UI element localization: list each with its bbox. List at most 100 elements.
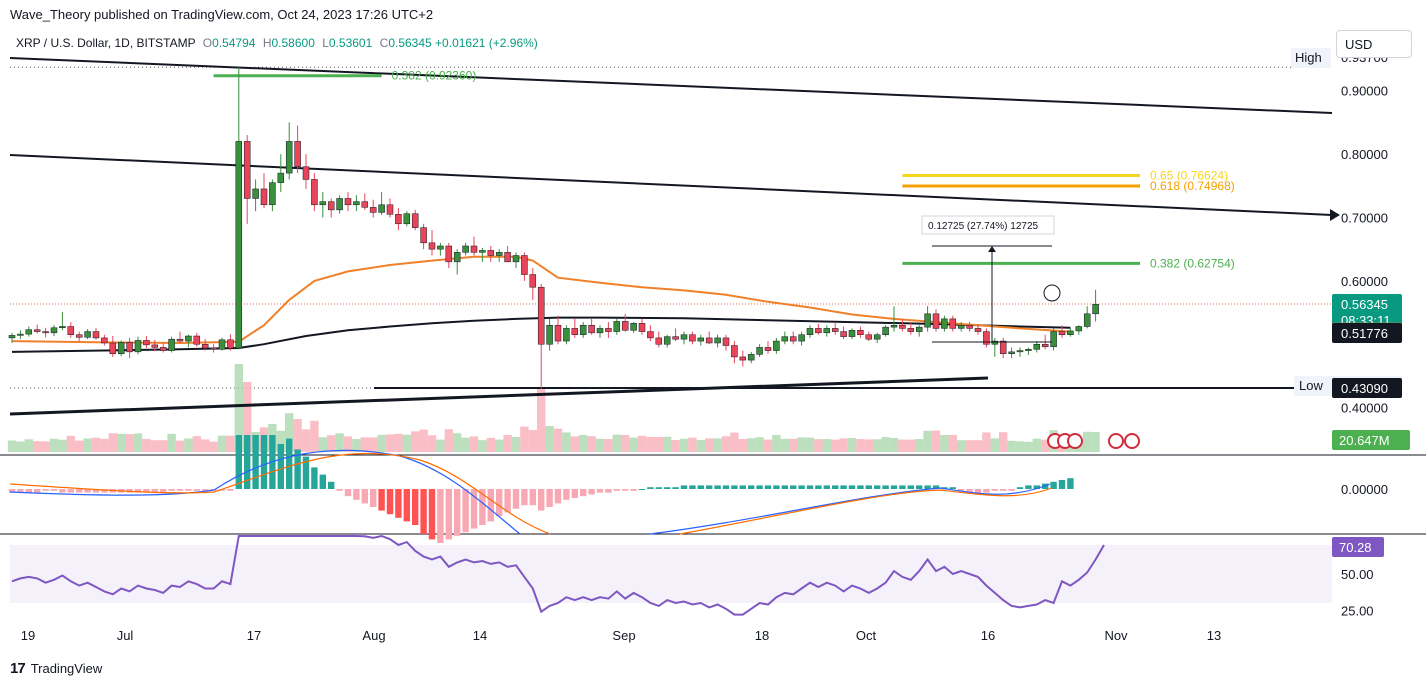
macd-histogram-bar xyxy=(983,489,990,493)
candle-body xyxy=(563,328,570,342)
macd-histogram-bar xyxy=(865,485,872,489)
macd-histogram-bar xyxy=(319,474,326,489)
candle-body xyxy=(521,255,528,275)
time-tick-label: 17 xyxy=(247,628,261,643)
candle-body xyxy=(605,328,612,332)
rising-support-trendline xyxy=(9,376,989,416)
volume-bar xyxy=(923,430,932,452)
volume-bar xyxy=(763,439,773,452)
macd-histogram-bar xyxy=(546,489,553,507)
volume-bar xyxy=(1015,441,1025,452)
volume-bar xyxy=(133,433,143,452)
macd-histogram-bar xyxy=(353,489,360,500)
candle-body xyxy=(185,335,192,342)
measure-arrow-icon xyxy=(988,246,996,252)
macd-histogram-bar xyxy=(630,489,637,491)
macd-histogram-bar xyxy=(1000,489,1007,491)
volume-bar xyxy=(125,434,134,452)
volume-bar xyxy=(117,433,126,452)
macd-histogram-bar xyxy=(538,489,545,511)
candle-body xyxy=(462,245,469,253)
candle-body xyxy=(84,331,91,338)
candle-body xyxy=(1016,350,1024,353)
candle-body xyxy=(764,347,772,351)
volume-bar xyxy=(243,382,252,452)
macd-histogram-bar xyxy=(882,485,889,489)
volume-bar xyxy=(33,441,42,452)
volume-bar xyxy=(889,438,899,452)
volume-bar xyxy=(999,432,1008,452)
macd-histogram-bar xyxy=(34,489,41,493)
volume-bar xyxy=(427,435,437,452)
candle-body xyxy=(101,337,108,344)
rsi-current-box xyxy=(1332,537,1384,557)
candle-body xyxy=(218,339,226,350)
macd-histogram-bar xyxy=(328,481,335,489)
volume-bar xyxy=(906,439,915,452)
high-value: 0.58600 xyxy=(271,36,315,50)
macd-zero-label: 0.00000 xyxy=(1341,482,1388,497)
volume-bar xyxy=(16,441,25,452)
candle-body xyxy=(798,334,805,342)
candle-body xyxy=(504,252,511,263)
candle-body xyxy=(924,313,931,328)
volume-bar xyxy=(688,437,697,452)
macd-histogram-bar xyxy=(748,485,755,489)
macd-histogram-bar xyxy=(647,487,654,489)
candle-body xyxy=(1041,343,1049,348)
volume-bar xyxy=(780,438,789,452)
macd-histogram-bar xyxy=(731,485,738,489)
candle-body xyxy=(411,213,419,228)
macd-histogram-bar xyxy=(664,487,671,489)
macd-histogram-bar xyxy=(991,489,998,491)
volume-bar xyxy=(58,439,67,452)
middle-channel-trendline xyxy=(9,154,1333,216)
volume-bar xyxy=(679,438,689,452)
volume-bar xyxy=(1032,438,1041,452)
candle-body xyxy=(579,324,587,335)
volume-bar xyxy=(948,435,957,452)
volume-bar xyxy=(108,433,117,452)
candle-body xyxy=(823,328,831,334)
macd-histogram-bar xyxy=(92,489,100,493)
macd-histogram-bar xyxy=(890,485,898,489)
macd-histogram-bar xyxy=(899,485,906,489)
volume-bar xyxy=(881,437,890,452)
volume-bar xyxy=(167,433,176,452)
candle-body xyxy=(554,324,562,342)
candle-body xyxy=(302,166,310,180)
candle-body xyxy=(655,337,663,345)
candle-body xyxy=(479,250,486,253)
candle-body xyxy=(848,330,856,337)
candle-body xyxy=(75,334,83,338)
macd-histogram-bar xyxy=(143,489,150,493)
macd-histogram-bar xyxy=(739,485,746,489)
symbol-info: XRP / U.S. Dollar, 1D, BITSTAMP O0.54794… xyxy=(16,36,538,50)
candle-body xyxy=(260,188,268,206)
macd-histogram-bar xyxy=(50,489,58,491)
volume-bar xyxy=(24,439,33,452)
macd-histogram-bar xyxy=(554,489,562,504)
volume-bar xyxy=(973,440,983,452)
price-marker-box xyxy=(1332,322,1402,343)
footer-brand[interactable]: 17 TradingView xyxy=(10,660,102,677)
candle-body xyxy=(1025,349,1032,351)
macd-histogram-bar xyxy=(974,489,982,495)
volume-bar xyxy=(75,440,84,452)
macd-histogram-bar xyxy=(764,485,772,489)
currency-button[interactable]: USD xyxy=(1336,30,1412,58)
volume-bar xyxy=(444,429,453,452)
candle-body xyxy=(1050,331,1057,348)
volume-bar xyxy=(100,438,109,452)
candle-body xyxy=(109,342,117,355)
volume-bar xyxy=(847,437,857,452)
rsi-tick-label: 25.00 xyxy=(1341,603,1374,618)
symbol-name[interactable]: XRP / U.S. Dollar, 1D, BITSTAMP xyxy=(16,36,196,50)
candle-body xyxy=(873,334,881,340)
macd-histogram-bar xyxy=(294,449,301,489)
macd-histogram-bar xyxy=(563,489,570,500)
volume-bar xyxy=(436,439,445,452)
volume-bar xyxy=(184,438,193,452)
volume-bar xyxy=(915,439,924,452)
